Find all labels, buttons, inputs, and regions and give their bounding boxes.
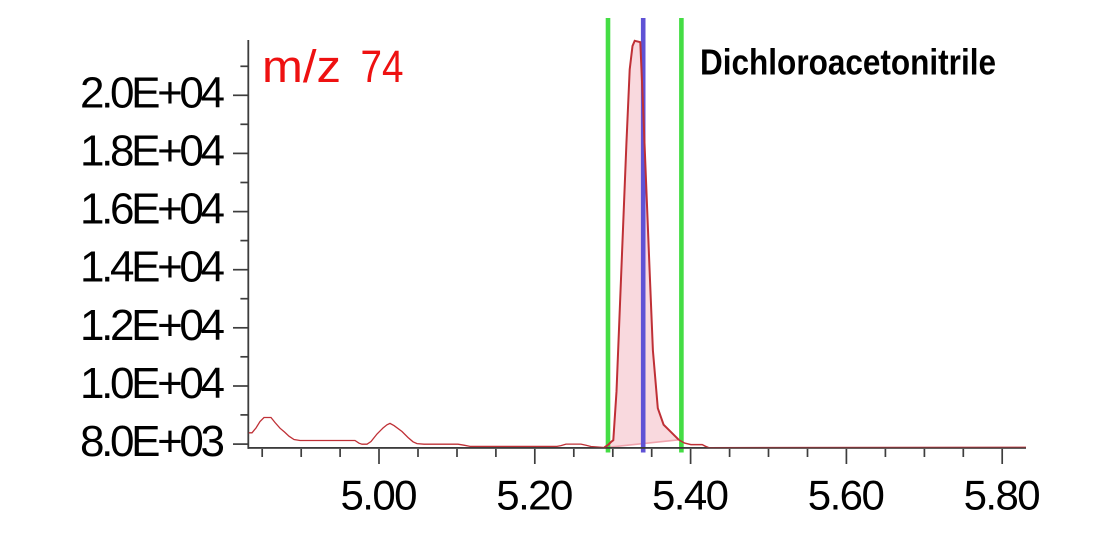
svg-text:1.8E+04: 1.8E+04 [80,127,225,176]
svg-text:Dichloroacetonitrile: Dichloroacetonitrile [700,42,996,83]
svg-text:1.0E+04: 1.0E+04 [80,359,225,408]
svg-text:1.2E+04: 1.2E+04 [80,301,225,350]
svg-text:m/z: m/z [262,41,341,92]
svg-text:1.4E+04: 1.4E+04 [80,243,225,292]
svg-text:2.0E+04: 2.0E+04 [80,68,225,117]
svg-text:5.00: 5.00 [341,472,418,519]
svg-text:5.20: 5.20 [496,472,573,519]
svg-text:5.60: 5.60 [808,472,885,519]
svg-text:74: 74 [361,41,404,92]
svg-text:8.0E+03: 8.0E+03 [80,417,225,466]
svg-text:5.80: 5.80 [964,472,1041,519]
svg-text:1.6E+04: 1.6E+04 [80,185,225,234]
svg-text:5.40: 5.40 [652,472,729,519]
